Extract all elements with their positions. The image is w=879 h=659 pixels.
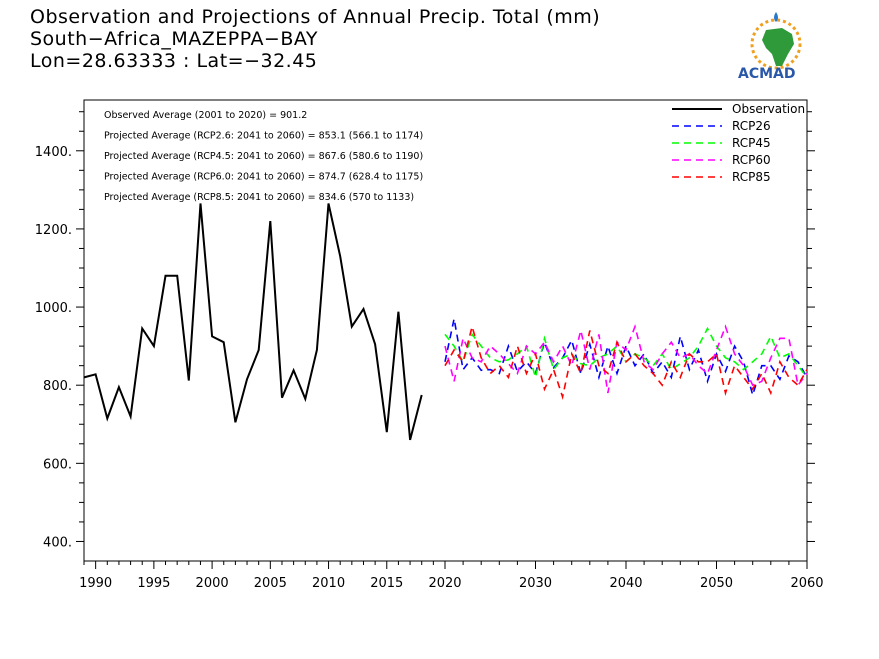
average-annotation: Observed Average (2001 to 2020) = 901.2 [104,110,307,121]
average-annotation: Projected Average (RCP8.5: 2041 to 2060)… [104,192,414,203]
average-annotation: Projected Average (RCP2.6: 2041 to 2060)… [104,131,423,142]
acmad-logo-text: ACMAD [738,66,796,82]
y-tick-label: 800. [43,379,72,394]
average-annotation: Projected Average (RCP4.5: 2041 to 2060)… [104,151,423,162]
x-tick-label: 2050 [700,576,733,591]
series-line-rcp60 [444,323,808,394]
y-tick-label: 400. [43,535,72,550]
legend-label-rcp45: RCP45 [732,136,771,150]
x-tick-label: 2010 [312,576,345,591]
chart-subtitle-location: South−Africa_MAZEPPA−BAY [30,28,319,50]
chart-title: Observation and Projections of Annual Pr… [30,6,601,28]
y-tick-label: 1000. [35,301,72,316]
x-tick-label: 2000 [196,576,229,591]
x-tick-label: 2015 [370,576,403,591]
chart-subtitle-coordinates: Lon=28.63333 : Lat=−32.45 [30,50,318,72]
y-tick-label: 1400. [35,145,72,160]
x-tick-label: 2040 [609,576,642,591]
series-line-rcp45 [444,326,808,381]
x-tick-label: 2030 [519,576,552,591]
x-tick-label: 2060 [790,576,823,591]
legend-label-rcp60: RCP60 [732,153,771,167]
x-tick-label: 1995 [137,576,170,591]
acmad-logo [750,12,802,70]
x-tick-label: 1990 [79,576,112,591]
legend-label-observation: Observation [732,102,805,116]
chart-title-block: Observation and Projections of Annual Pr… [30,6,600,72]
series-line-observation [83,203,423,441]
y-tick-label: 600. [43,457,72,472]
x-tick-label: 2005 [254,576,287,591]
x-tick-label: 2020 [428,576,461,591]
y-tick-label: 1200. [35,223,72,238]
series-line-rcp85 [444,323,808,400]
legend-label-rcp26: RCP26 [732,119,771,133]
average-annotation: Projected Average (RCP6.0: 2041 to 2060)… [104,172,423,183]
legend-label-rcp85: RCP85 [732,170,771,184]
